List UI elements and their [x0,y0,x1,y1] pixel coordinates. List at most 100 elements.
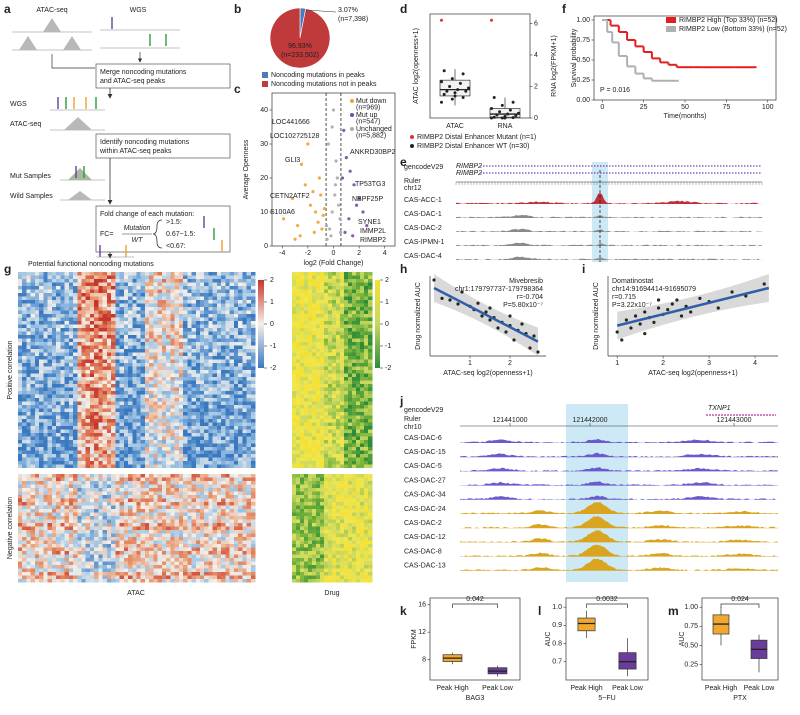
heatmap-cell [166,481,171,485]
heatmap-cell [149,384,154,388]
heatmap-cell [229,509,235,513]
heatmap-cell [187,512,192,517]
heatmap-cell [106,282,112,287]
heatmap-cell [123,544,129,548]
heatmap-cell [89,272,95,276]
heatmap-cell [60,272,65,276]
x-tick-label: Peak Low [744,685,776,692]
heatmap-cell [18,554,23,559]
heatmap-cell [238,505,243,510]
heatmap-cell [191,509,197,513]
heatmap-cell [221,436,226,441]
y-tick-label: 10 [260,209,268,216]
heatmap-cell [199,384,205,388]
heatmap-cell [250,533,256,538]
heatmap-cell [199,481,205,485]
heatmap-cell [68,491,74,496]
heatmap-cell [30,523,36,527]
heatmap-cell [183,314,188,318]
heatmap-cell [187,408,192,413]
y-axis-label: Survival probability [571,28,578,87]
heatmap-cell [195,415,201,420]
heatmap-cell [51,447,57,451]
heatmap-cell [187,324,192,329]
heatmap-cell [119,296,125,301]
point [520,322,524,326]
heatmap-cell [128,454,133,458]
heatmap-cell [183,450,188,455]
heatmap-cell [246,338,252,343]
heatmap-cell [221,481,226,485]
heatmap-cell [115,321,120,325]
heatmap-cell [174,436,180,441]
heatmap-cell [157,554,163,559]
heatmap-cell [51,544,57,548]
heatmap-cell [183,436,188,441]
heatmap-cell [56,443,61,448]
heatmap-cell [68,293,74,297]
heatmap-cell [183,512,188,517]
heatmap-cell [212,412,218,416]
heatmap-cell [216,505,222,510]
heatmap-cell [199,429,205,434]
point [296,224,300,228]
heatmap-cell [43,324,48,329]
heatmap-cell [161,447,167,451]
heatmap-cell [34,303,40,308]
heatmap-cell [26,436,31,441]
heatmap-cell [89,321,95,325]
heatmap-cell [242,540,247,545]
heatmap-cell [18,530,23,534]
step-text: Merge noncoding mutations [100,69,187,76]
heatmap-cell [94,530,99,534]
diagram-text: FC= [100,231,113,238]
heatmap-cell [212,477,218,482]
heatmap-cell [56,363,61,367]
heatmap-cell [89,516,95,520]
heatmap-cell [187,530,192,534]
heatmap-cell [51,384,57,388]
heatmap-cell [136,422,142,427]
heatmap-cell [149,474,154,478]
heatmap-cell [149,363,154,367]
heatmap-cell [102,335,108,339]
heatmap-cell [208,440,213,444]
heatmap-cell [128,419,133,423]
heatmap-cell [77,377,82,381]
heatmap-cell [204,447,209,451]
heatmap-cell [106,370,112,374]
heatmap-cell [170,464,175,469]
heatmap-cell [132,335,137,339]
heatmap-cell [73,533,78,538]
heatmap-cell [153,279,158,283]
heatmap-cell [140,321,146,325]
heatmap-cell [30,433,36,437]
heatmap-cell [115,426,120,430]
value-label: 96.93% [288,43,312,50]
heatmap-cell [128,516,133,520]
heatmap-cell [128,495,133,499]
heatmap-cell [47,481,53,485]
heatmap-cell [47,502,53,506]
heatmap-cell [191,307,197,311]
heatmap-cell [229,537,235,541]
heatmap-cell [119,554,125,559]
heatmap-cell [30,498,36,503]
heatmap-cell [128,286,133,290]
heatmap-cell [161,310,167,315]
heatmap-cell [18,338,23,343]
heatmap-cell [195,516,201,520]
heatmap-cell [157,349,163,353]
heatmap-cell [132,300,137,304]
heatmap-cell [26,342,31,346]
heatmap-cell [115,447,120,451]
heatmap-cell [43,380,48,385]
heatmap-cell [98,307,103,311]
legend-swatch [666,26,676,32]
heatmap-cell [26,516,31,520]
heatmap-cell [178,363,184,367]
panel-label: a [4,2,11,16]
heatmap-cell [115,391,120,395]
heatmap-cell [174,477,180,482]
heatmap-cell [132,447,137,451]
